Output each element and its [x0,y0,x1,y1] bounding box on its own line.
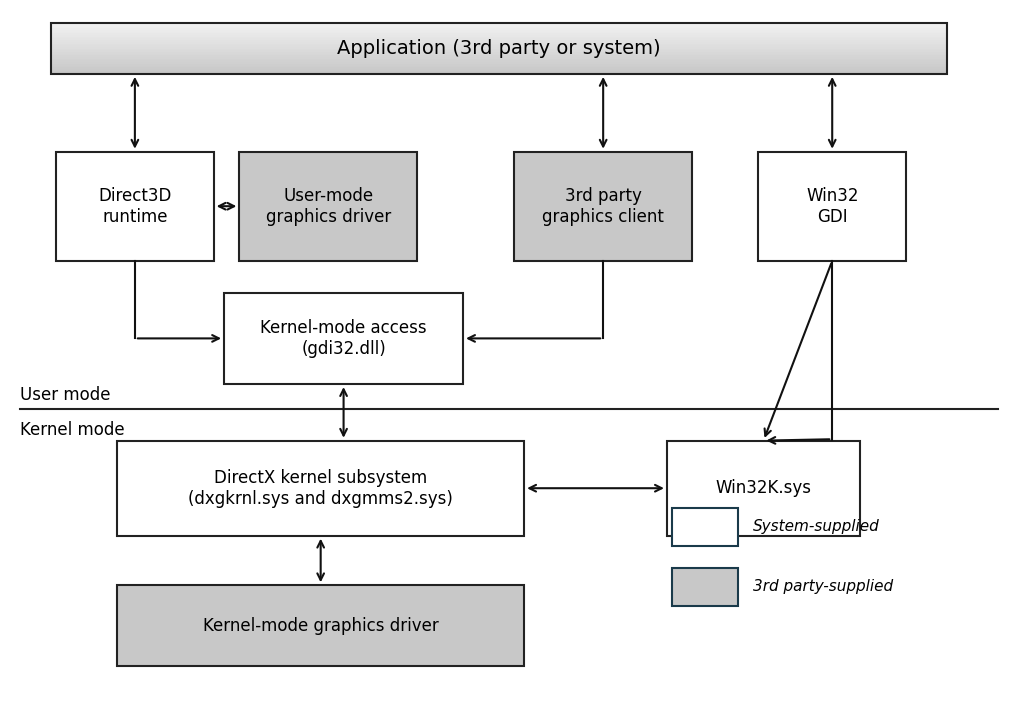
Text: 3rd party-supplied: 3rd party-supplied [753,580,894,594]
Bar [51,47,947,49]
Text: User mode: User mode [20,386,111,404]
Bar [51,44,947,45]
Bar [51,30,947,32]
Bar [51,50,947,52]
Bar [51,62,947,64]
Text: Win32
GDI: Win32 GDI [806,187,858,226]
Bar [51,27,947,28]
Bar [51,54,947,56]
Bar [56,152,214,261]
Bar [51,32,947,33]
Bar [51,73,947,74]
Bar [51,25,947,27]
Bar [239,152,417,261]
Bar [224,293,463,384]
Bar [117,441,524,536]
Bar [51,40,947,42]
Bar [51,64,947,66]
Bar [51,23,947,25]
Bar [117,585,524,666]
Bar [51,39,947,40]
Bar [51,33,947,35]
Bar [51,49,947,50]
Bar [51,28,947,30]
Bar [51,59,947,61]
Bar [51,42,947,44]
Bar [51,56,947,57]
Bar [51,23,947,74]
Text: Direct3D
runtime: Direct3D runtime [98,187,172,226]
Bar [51,35,947,37]
Text: Kernel mode: Kernel mode [20,421,125,439]
Bar [51,66,947,67]
Bar [51,45,947,47]
Bar [51,67,947,69]
Text: Win32K.sys: Win32K.sys [716,479,811,497]
Bar [51,70,947,73]
Text: 3rd party
graphics client: 3rd party graphics client [543,187,664,226]
Text: Kernel-mode access
(gdi32.dll): Kernel-mode access (gdi32.dll) [261,319,427,358]
Text: DirectX kernel subsystem
(dxgkrnl.sys and dxgmms2.sys): DirectX kernel subsystem (dxgkrnl.sys an… [188,469,453,508]
Bar [51,61,947,62]
Bar [51,37,947,39]
Text: Kernel-mode graphics driver: Kernel-mode graphics driver [203,617,439,634]
Bar [514,152,692,261]
Bar [758,152,906,261]
Bar [667,441,860,536]
Bar [51,52,947,54]
Bar [51,69,947,70]
Bar [51,57,947,59]
Text: Application (3rd party or system): Application (3rd party or system) [337,39,661,58]
Bar [672,508,738,546]
Text: User-mode
graphics driver: User-mode graphics driver [266,187,391,226]
Bar [672,568,738,606]
Text: System-supplied: System-supplied [753,520,881,534]
